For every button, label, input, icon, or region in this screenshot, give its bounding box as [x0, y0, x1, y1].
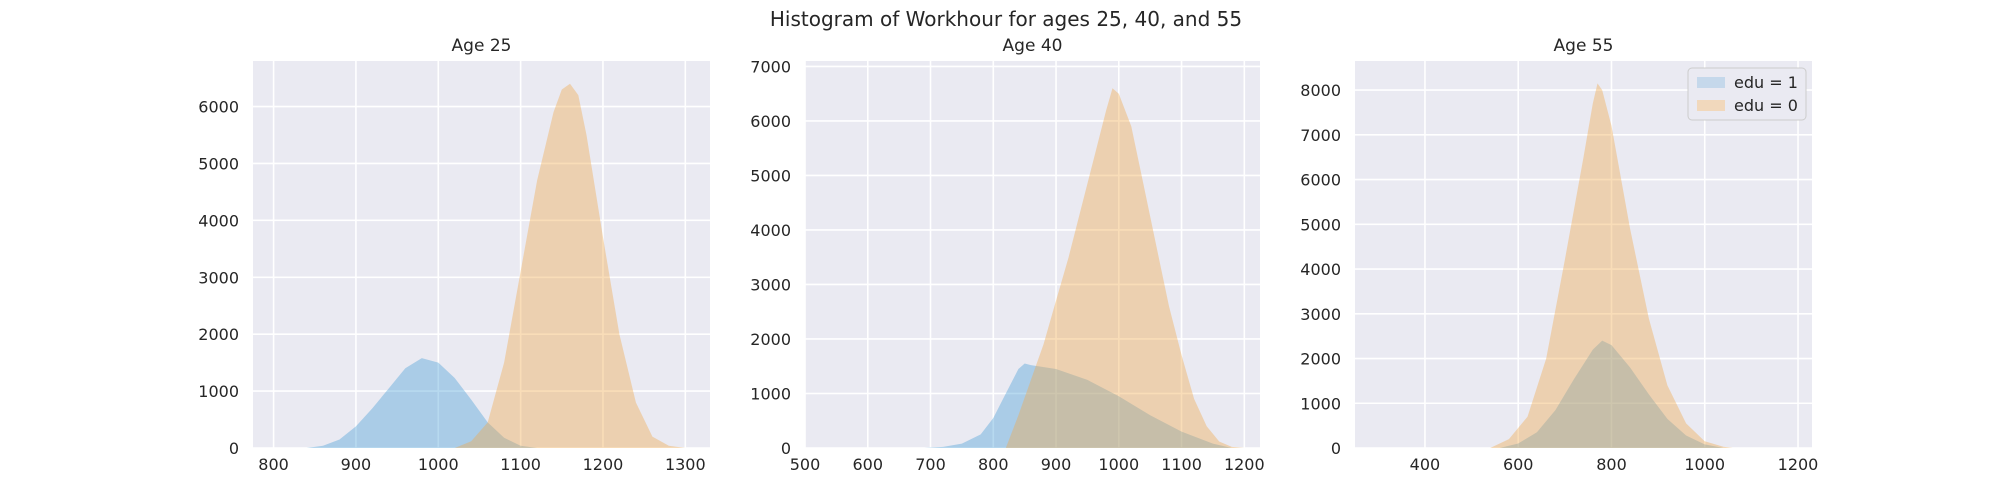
y-tick-label: 3000	[198, 268, 239, 287]
y-tick-label: 7000	[1300, 126, 1341, 145]
plot-background	[1355, 61, 1812, 448]
y-tick-label: 0	[781, 439, 791, 458]
y-tick-label: 5000	[198, 154, 239, 173]
y-tick-label: 3000	[1300, 305, 1341, 324]
x-tick-label: 800	[978, 455, 1009, 474]
x-tick-label: 600	[1503, 455, 1534, 474]
y-tick-label: 2000	[1300, 350, 1341, 369]
x-tick-label: 1000	[1684, 455, 1725, 474]
y-tick-label: 6000	[750, 112, 791, 131]
y-tick-label: 4000	[198, 211, 239, 230]
histogram-edu-1	[1499, 340, 1724, 448]
y-tick-label: 5000	[1300, 215, 1341, 234]
x-tick-label: 1000	[1098, 455, 1139, 474]
y-tick-label: 0	[229, 439, 239, 458]
x-tick-label: 500	[790, 455, 821, 474]
y-tick-label: 4000	[1300, 260, 1341, 279]
histogram-edu-0	[454, 83, 686, 449]
histogram-edu-1	[924, 363, 1232, 448]
x-tick-label: 900	[1041, 455, 1072, 474]
x-tick-label: 1200	[1778, 455, 1819, 474]
histogram-edu-1	[306, 358, 538, 448]
x-tick-label: 1300	[665, 455, 706, 474]
y-tick-label: 0	[1331, 439, 1341, 458]
figure-title: Histogram of Workhour for ages 25, 40, a…	[770, 7, 1242, 31]
y-tick-label: 3000	[750, 275, 791, 294]
legend-label: edu = 0	[1734, 96, 1798, 115]
y-tick-label: 4000	[750, 221, 791, 240]
y-tick-label: 1000	[198, 382, 239, 401]
plot-background	[805, 61, 1260, 448]
panel-2: 500 600 700 800 900 1000 1100 1200 0 1000 2000 3000…	[750, 36, 1264, 474]
gridlines	[253, 61, 710, 449]
legend-swatch	[1697, 100, 1725, 111]
x-tick-label: 900	[341, 455, 372, 474]
y-tick-label: 8000	[1300, 81, 1341, 100]
panels: 800 900 1000 1100 1200 1300010002000300040005…	[198, 36, 1818, 474]
gridlines	[1355, 61, 1812, 449]
panel-title: Age 55	[1554, 36, 1614, 56]
y-tick-label: 6000	[198, 98, 239, 117]
x-tick-label: 400	[1410, 455, 1441, 474]
x-tick-label: 800	[1596, 455, 1627, 474]
y-tick-label: 1000	[750, 384, 791, 403]
x-tick-label: 700	[915, 455, 946, 474]
legend-swatch	[1697, 77, 1725, 88]
legend: edu = 1 edu = 0	[1687, 67, 1807, 121]
histogram-edu-0	[1490, 83, 1733, 449]
y-tick-label: 5000	[750, 166, 791, 185]
plot-background	[253, 61, 710, 448]
panel-1: 800 900 1000 1100 1200 1300 0 1000 2000 3000 4000 5…	[198, 36, 710, 474]
y-tick-label: 1000	[1300, 394, 1341, 413]
y-tick-label: 6000	[1300, 171, 1341, 190]
x-tick-label: 1100	[500, 455, 541, 474]
panel-3: 400 600 800 1000 1200 0 1000 2000 3000 4000 5000 60…	[1300, 36, 1818, 474]
x-tick-label: 600	[852, 455, 883, 474]
x-tick-label: 1100	[1161, 455, 1202, 474]
panel-title: Age 25	[452, 36, 512, 56]
y-tick-label: 2000	[750, 330, 791, 349]
gridlines	[804, 61, 1260, 449]
histogram-edu-0	[1005, 88, 1245, 449]
x-tick-label: 800	[258, 455, 289, 474]
y-tick-label: 2000	[198, 325, 239, 344]
panel-title: Age 40	[1003, 36, 1063, 56]
x-tick-label: 1200	[1224, 455, 1265, 474]
x-tick-label: 1000	[418, 455, 459, 474]
legend-label: edu = 1	[1734, 73, 1798, 92]
y-tick-label: 7000	[750, 57, 791, 76]
x-tick-label: 1200	[583, 455, 624, 474]
